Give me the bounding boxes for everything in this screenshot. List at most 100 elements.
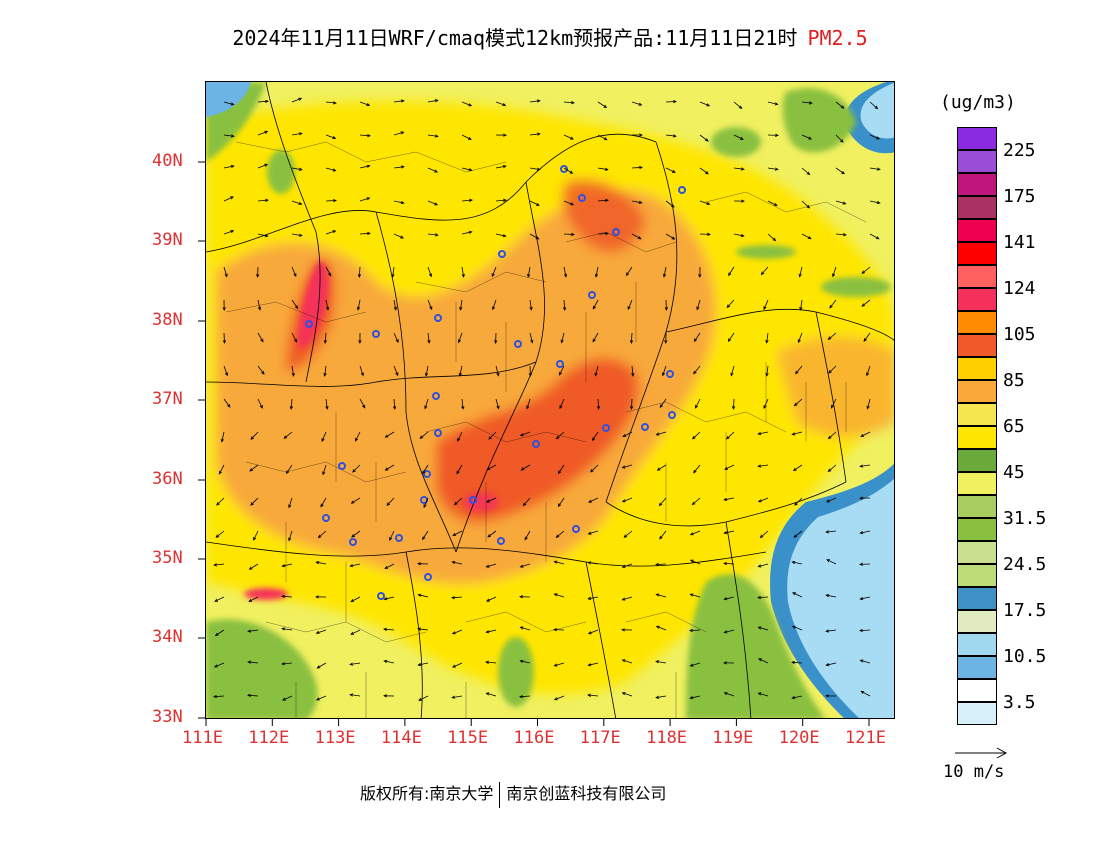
wind-arrow-head: [320, 503, 324, 508]
wind-arrow-head: [536, 167, 541, 171]
wind-arrow-head: [220, 438, 224, 443]
wind-arrow-head: [519, 564, 524, 568]
wind-arrow-head: [400, 235, 405, 239]
wind-arrow-head: [288, 504, 292, 509]
wind-arrow-head: [730, 372, 734, 377]
wind-arrow-head: [298, 233, 303, 237]
wind-arrow-head: [587, 693, 592, 697]
legend-swatch: [957, 242, 997, 265]
wind-arrow: [291, 299, 298, 309]
legend-label: 175: [1003, 186, 1036, 207]
wind-arrow-head: [357, 274, 362, 278]
wind-arrow: [728, 266, 735, 276]
wind-arrow: [595, 365, 599, 376]
wind-arrow-head: [689, 532, 694, 536]
wind-arrow: [733, 398, 735, 410]
wind-arrow-head: [774, 102, 779, 106]
wind-arrow-head: [256, 274, 260, 278]
wind-arrow-head: [861, 270, 866, 274]
wind-arrow: [523, 497, 531, 506]
footer: 版权所有:南京大学 南京创蓝科技有限公司: [360, 780, 666, 808]
wind-arrow-head: [842, 201, 847, 205]
wind-arrow: [724, 629, 735, 633]
wind-arrow: [485, 661, 497, 664]
wind-arrow-head: [422, 536, 426, 541]
latitude-label: 36N: [152, 469, 183, 489]
wind-arrow: [358, 266, 361, 278]
wind-arrow: [495, 199, 507, 202]
wind-arrow: [393, 100, 404, 103]
longitude-label: 114E: [380, 728, 422, 748]
wind-arrow-head: [553, 663, 558, 667]
wind-arrow-head: [841, 170, 845, 175]
latitude-label: 39N: [152, 230, 183, 250]
wind-arrow-head: [731, 406, 736, 410]
wind-arrow: [216, 497, 225, 506]
wind-arrow: [554, 695, 565, 701]
wind-arrow-head: [793, 534, 798, 538]
wind-arrow-head: [451, 595, 455, 600]
legend-swatch-upper: [957, 495, 997, 518]
wind-arrow-head: [282, 697, 286, 701]
wind-arrow: [359, 165, 370, 169]
wind-arrow-head: [323, 372, 327, 377]
wind-arrow: [800, 299, 803, 310]
wind-arrow-head: [328, 272, 332, 277]
wind-arrow: [861, 266, 871, 274]
map-title: 2024年11月11日WRF/cmaq模式12km预报产品:11月11日21时 P…: [0, 22, 1100, 51]
wind-arrow: [801, 134, 812, 140]
wind-arrow-head: [587, 596, 592, 600]
wind-arrow: [622, 596, 633, 601]
wind-arrow-head: [367, 231, 371, 236]
wind-arrow-head: [230, 230, 235, 234]
wind-arrow-head: [808, 136, 813, 140]
wind-arrow-head: [671, 169, 676, 173]
wind-arrow: [325, 134, 336, 139]
wind-arrow-head: [825, 629, 830, 633]
wind-arrow: [556, 431, 565, 439]
wind-arrow: [758, 658, 769, 664]
wind-arrow: [692, 431, 701, 440]
wind-arrow-head: [485, 499, 490, 503]
wind-arrow-head: [655, 695, 660, 699]
wind-arrow-head: [828, 370, 832, 374]
wind-arrow: [418, 628, 429, 631]
wind-arrow: [866, 365, 871, 376]
longitude-label: 111E: [182, 728, 223, 748]
wind-arrow: [693, 464, 701, 474]
wind-arrow-head: [693, 338, 698, 343]
wind-arrow-head: [594, 273, 599, 278]
wind-arrow: [835, 200, 846, 205]
longitude-label: 118E: [646, 728, 688, 748]
wind-arrow: [427, 266, 432, 277]
wind-arrow-head: [840, 139, 844, 143]
wind-arrow: [223, 134, 234, 137]
wind-arrow-head: [393, 306, 397, 311]
wind-arrow: [351, 497, 361, 504]
wind-arrow-head: [281, 594, 285, 599]
station-marker: [588, 291, 596, 299]
wind-arrow: [699, 200, 710, 205]
wind-arrow: [622, 431, 633, 437]
wind-arrow: [587, 694, 599, 697]
wind-arrow: [622, 497, 633, 502]
wind-arrow: [801, 101, 812, 104]
wind-arrow-head: [457, 339, 461, 344]
wind-arrow: [223, 196, 234, 202]
wind-arrow: [758, 626, 769, 631]
wind-arrow-head: [630, 406, 634, 410]
longitude-label: 116E: [513, 728, 555, 748]
wind-arrow: [291, 133, 302, 136]
wind-arrow-head: [876, 167, 881, 171]
wind-arrow-head: [519, 659, 524, 663]
wind-arrow-head: [622, 433, 627, 438]
wind-arrow-head: [655, 432, 660, 436]
wind-arrow-head: [528, 373, 532, 377]
legend-label: 124: [1003, 278, 1036, 299]
wind-arrow: [693, 365, 701, 374]
wind-arrow-head: [826, 559, 830, 563]
wind-arrow: [461, 266, 465, 277]
wind-arrow-head: [400, 165, 405, 169]
longitude-label: 121E: [845, 728, 886, 748]
wind-arrow: [386, 497, 395, 506]
